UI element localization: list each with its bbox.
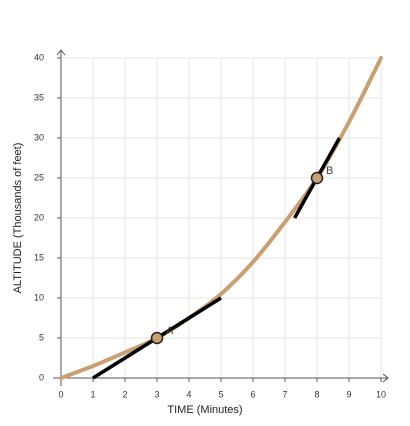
- x-tick-label: 7: [282, 389, 287, 399]
- y-tick-label: 5: [39, 332, 44, 342]
- x-tick-label: 5: [218, 389, 223, 399]
- grid: [61, 57, 382, 378]
- x-tick-label: 10: [376, 389, 386, 399]
- x-tick-label: 1: [90, 389, 95, 399]
- y-tick-label: 15: [34, 252, 44, 262]
- y-tick-label: 0: [39, 372, 44, 382]
- point-label: B: [326, 165, 333, 177]
- x-tick-label: 9: [346, 389, 351, 399]
- point-label: A: [166, 325, 174, 337]
- x-tick-label: 2: [122, 389, 127, 399]
- x-tick-label: 6: [250, 389, 255, 399]
- y-tick-label: 10: [34, 292, 44, 302]
- x-tick-label: 8: [314, 389, 319, 399]
- y-tick-label: 30: [34, 132, 44, 142]
- x-axis-title: TIME (Minutes): [167, 404, 242, 416]
- point: [310, 171, 324, 185]
- x-tick-label: 0: [58, 389, 63, 399]
- x-tick-label: 4: [186, 389, 191, 399]
- point: [150, 331, 164, 345]
- y-tick-label: 20: [34, 212, 44, 222]
- y-tick-label: 35: [34, 92, 44, 102]
- x-tick-label: 3: [154, 389, 159, 399]
- y-tick-label: 25: [34, 172, 44, 182]
- y-axis-title: ALTITUDE (Thousands of feet): [12, 143, 24, 294]
- y-tick-label: 40: [34, 52, 44, 62]
